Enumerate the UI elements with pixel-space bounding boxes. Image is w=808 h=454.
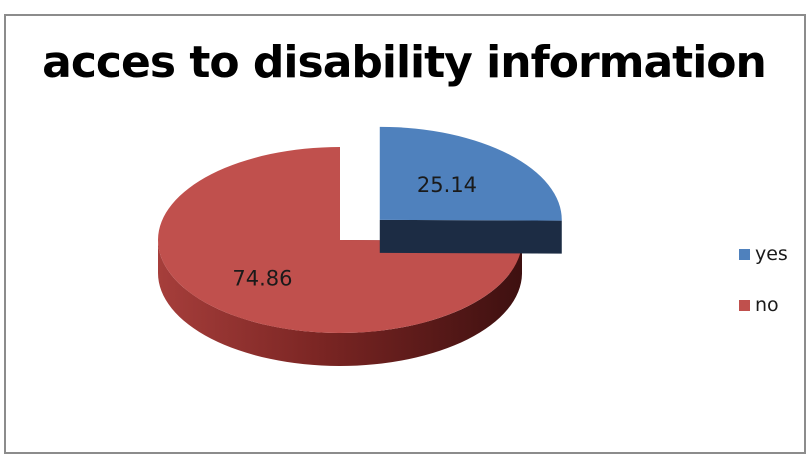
legend-item-yes: yes — [739, 240, 788, 268]
legend-swatch-yes — [739, 249, 750, 260]
legend-swatch-no — [739, 300, 750, 311]
data-label-no: 74.86 — [232, 266, 292, 290]
legend-label-no: no — [755, 294, 779, 316]
data-label-yes: 25.14 — [417, 173, 477, 197]
legend-label-yes: yes — [755, 243, 788, 265]
legend-item-no: no — [739, 291, 788, 319]
pie-slice-cut-face — [380, 220, 562, 254]
legend: yes no — [739, 240, 788, 342]
